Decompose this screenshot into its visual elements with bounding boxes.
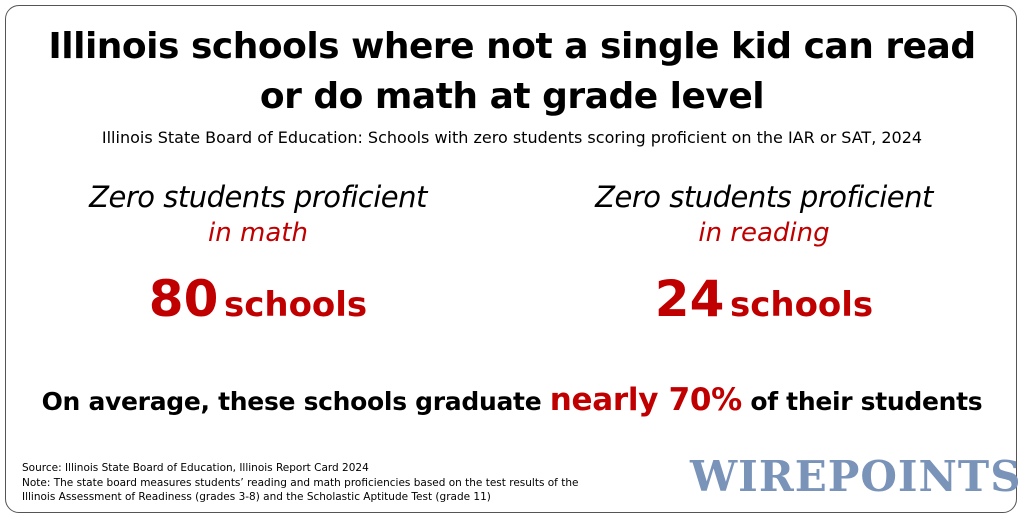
stat-unit: schools [223,285,368,325]
stat-label: Zero students proficient [595,180,933,214]
graduation: On average, these schools graduate nearl… [0,382,1024,418]
stat-reading: Zero students proficient in reading 24 s… [544,180,984,328]
logo: WIREPOINTS [690,452,1022,501]
stat-number: 80 [148,270,219,328]
stat-math: Zero students proficient in math 80 scho… [38,180,478,328]
stat-label: Zero students proficient [89,180,427,214]
graduation-text: On average, these schools graduate [41,387,542,416]
stat-sublabel: in reading [698,218,830,248]
subtitle: Illinois State Board of Education: Schoo… [101,128,923,147]
stat-value: 80 schools [38,270,478,328]
title-line: or do math at grade level [259,76,765,117]
stat-number: 24 [654,270,725,328]
title: Illinois schools where not a single kid … [0,22,1024,122]
note: Note: The state board measures students’… [22,477,579,503]
stat-value: 24 schools [544,270,984,328]
graduation-highlight: nearly 70% [549,382,742,418]
title-line: Illinois schools where not a single kid … [48,26,976,67]
frame [5,5,1017,513]
source: Source: Illinois State Board of Educatio… [22,462,369,474]
stat-sublabel: in math [208,218,308,248]
stat-unit: schools [729,285,874,325]
graduation-text: of their students [750,387,983,416]
